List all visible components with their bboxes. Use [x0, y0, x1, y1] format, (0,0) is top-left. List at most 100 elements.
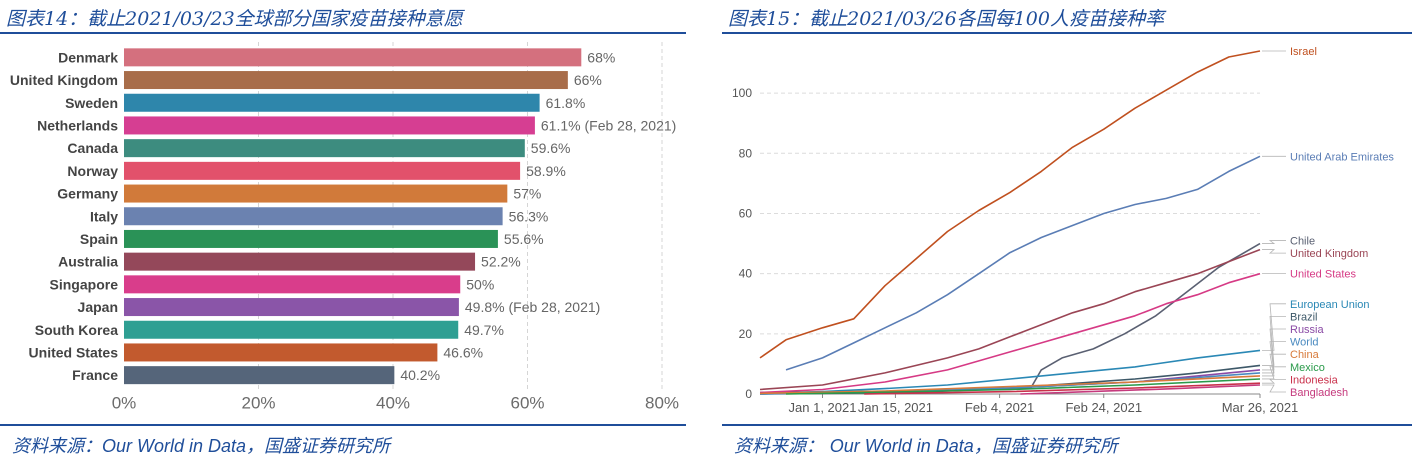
series-label-brazil: Brazil — [1290, 311, 1318, 323]
line-series-israel — [759, 50, 1261, 359]
series-label-leader — [1262, 378, 1286, 384]
left-source-suffix: ，国盛证券研究所 — [246, 436, 391, 457]
line-x-tick-label: Feb 4, 2021 — [965, 400, 1034, 415]
bar-value-label: 40.2% — [400, 367, 440, 383]
series-label-world: World — [1290, 337, 1319, 349]
bar-category-label: Italy — [90, 208, 118, 224]
series-label-united-states: United States — [1290, 269, 1357, 281]
bar-x-tick-label: 80% — [645, 394, 679, 413]
line-x-tick-label: Mar 26, 2021 — [1222, 400, 1299, 415]
bar-category-label: Spain — [80, 231, 118, 247]
bar-japan — [124, 298, 459, 317]
bar-category-label: United Kingdom — [10, 72, 118, 88]
right-source-prefix: 资料来源： — [734, 436, 830, 457]
line-x-tick-label: Jan 15, 2021 — [858, 400, 933, 415]
bar-category-label: Denmark — [58, 49, 118, 65]
bar-canada — [124, 139, 525, 158]
bar-category-label: South Korea — [35, 322, 118, 338]
series-label-leader — [1262, 240, 1286, 244]
right-source-rule — [722, 424, 1412, 426]
bar-norway — [124, 161, 521, 180]
series-label-leader — [1262, 353, 1286, 377]
bar-united-kingdom — [124, 71, 568, 90]
left-title-rule — [0, 32, 686, 34]
right-source-suffix: ，国盛证券研究所 — [973, 436, 1118, 457]
bar-spain — [124, 229, 498, 248]
vaccination-rate-line-chart: 0 20 40 60 80 100 Jan 1, 2021 Jan 15, 2021 Feb 4… — [732, 46, 1394, 415]
line-y-tick-label: 100 — [732, 86, 752, 100]
line-x-tick-label: Jan 1, 2021 — [789, 400, 857, 415]
bar-category-label: Australia — [58, 254, 118, 270]
line-series-indonesia — [864, 382, 1261, 395]
series-label-leader — [1262, 303, 1286, 351]
left-source-rule — [0, 424, 686, 426]
bar-category-label: Japan — [78, 299, 118, 315]
line-y-tick-label: 60 — [739, 206, 753, 220]
line-x-tick-label: Feb 24, 2021 — [1065, 400, 1142, 415]
bar-value-label: 68% — [587, 49, 615, 65]
line-y-tick-label: 40 — [739, 267, 753, 281]
series-label-mexico: Mexico — [1290, 362, 1325, 374]
series-label-leader — [1262, 328, 1286, 371]
bar-germany — [124, 184, 508, 203]
bar-x-tick-label: 0% — [112, 394, 137, 413]
line-series-chile — [759, 242, 1261, 394]
vaccine-willingness-bar-chart: 0% 20% 40% 60% 80% Denmark 68% United Kingdom 66… — [10, 42, 679, 413]
bar-category-label: Netherlands — [37, 117, 118, 133]
line-series-mexico — [785, 378, 1261, 395]
bar-category-label: Canada — [67, 140, 118, 156]
bar-value-label: 50% — [466, 276, 494, 292]
right-source-name: Our World in Data — [829, 436, 974, 456]
series-label-russia: Russia — [1290, 324, 1325, 336]
line-y-tick-label: 0 — [745, 387, 752, 401]
line-series-united-arab-emirates — [785, 155, 1261, 371]
bar-x-tick-label: 20% — [241, 394, 275, 413]
right-title-rule — [722, 32, 1412, 34]
left-figure-panel: 图表14：截止2021/03/23全球部分国家疫苗接种意愿 0% 20% 40% 60… — [0, 0, 690, 460]
bar-value-label: 55.6% — [504, 231, 544, 247]
bar-united-states — [124, 343, 438, 362]
right-figure-panel: 图表15：截止2021/03/26各国每100人疫苗接种率 0 20 40 60 80 1… — [722, 0, 1416, 460]
bar-sweden — [124, 93, 540, 112]
bar-value-label: 52.2% — [481, 254, 521, 270]
series-label-leader — [1262, 249, 1286, 254]
bar-south-korea — [124, 320, 459, 339]
left-figure-title: 图表14：截止2021/03/23全球部分国家疫苗接种意愿 — [6, 8, 463, 30]
line-series-european-union — [759, 349, 1261, 395]
bar-value-label: 58.9% — [526, 163, 566, 179]
bar-category-label: Norway — [67, 163, 118, 179]
series-label-united-kingdom: United Kingdom — [1290, 248, 1368, 260]
bar-x-tick-label: 40% — [376, 394, 410, 413]
series-label-leader — [1262, 366, 1286, 380]
bar-category-label: United States — [29, 344, 119, 360]
bar-australia — [124, 252, 476, 271]
series-label-leader — [1262, 315, 1286, 366]
series-label-bangladesh: Bangladesh — [1290, 387, 1348, 399]
left-source-note: 资料来源：Our World in Data，国盛证券研究所 — [12, 432, 390, 458]
bar-x-tick-label: 60% — [510, 394, 544, 413]
series-label-european-union: European Union — [1290, 299, 1370, 311]
bar-category-label: Germany — [57, 186, 118, 202]
line-y-tick-label: 20 — [739, 327, 753, 341]
bar-value-label: 46.6% — [443, 344, 483, 360]
bar-value-label: 49.8% (Feb 28, 2021) — [465, 299, 600, 315]
line-series-bangladesh — [1020, 384, 1261, 395]
series-label-chile: Chile — [1290, 236, 1315, 248]
bar-value-label: 59.6% — [531, 140, 571, 156]
line-series-united-kingdom — [759, 248, 1261, 391]
bar-value-label: 66% — [574, 72, 602, 88]
bar-netherlands — [124, 116, 535, 135]
line-series-china — [759, 375, 1261, 395]
bar-category-label: Singapore — [50, 276, 119, 292]
bar-italy — [124, 207, 503, 226]
series-label-israel: Israel — [1290, 46, 1317, 58]
bar-category-label: France — [72, 367, 118, 383]
left-source-name: Our World in Data — [102, 436, 247, 456]
bar-value-label: 61.8% — [546, 95, 586, 111]
bar-value-label: 56.3% — [509, 208, 549, 224]
series-label-united-arab-emirates: United Arab Emirates — [1290, 151, 1394, 163]
bar-denmark — [124, 48, 582, 67]
series-label-china: China — [1290, 349, 1320, 361]
series-label-indonesia: Indonesia — [1290, 374, 1339, 386]
bar-value-label: 49.7% — [464, 322, 504, 338]
